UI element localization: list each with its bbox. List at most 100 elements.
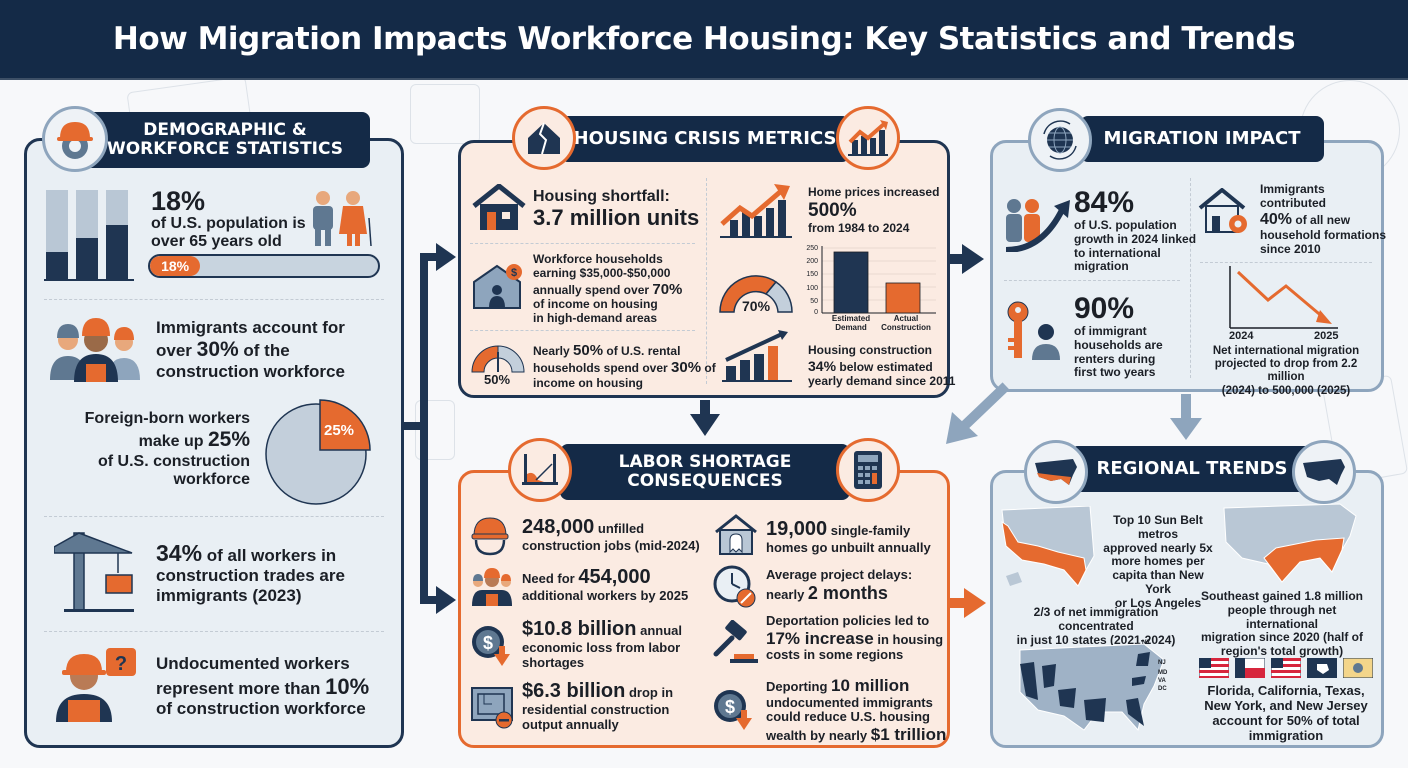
- price-increase-chart-icon: [720, 182, 792, 238]
- house-family-dollar-icon: $: [472, 262, 526, 310]
- us-flag-icon: [1199, 658, 1229, 678]
- key-person-icon: [1004, 296, 1066, 362]
- crane-icon: [53, 527, 134, 615]
- svg-text:150: 150: [806, 271, 818, 278]
- page-title: How Migration Impacts Workforce Housing:…: [112, 21, 1296, 57]
- connector-line: [420, 253, 440, 261]
- globe-icon: [1028, 108, 1092, 172]
- projection-x-end: 2025: [1314, 330, 1339, 342]
- divider: [1190, 178, 1191, 378]
- hardhat-icon: [470, 514, 510, 556]
- divider: [470, 330, 695, 331]
- svg-text:0: 0: [814, 309, 818, 314]
- divider: [44, 516, 384, 517]
- arrow-diagonal-icon: [944, 382, 1014, 446]
- background-blueprint-decoration: [410, 84, 480, 144]
- svg-text:100: 100: [806, 285, 818, 292]
- regional-trends-title: REGIONAL TRENDS: [1070, 446, 1314, 492]
- project-delays-stat: Average project delays: nearly 2 months: [766, 567, 913, 603]
- renters-text: of immigrant households are renters duri…: [1074, 324, 1163, 380]
- ten-states-map: NY NJ MD VA DC: [1014, 640, 1174, 738]
- workers-group-icon: [470, 566, 514, 606]
- workers-needed-stat: Need for 454,000 additional workers by 2…: [522, 566, 689, 603]
- workforce-spending-stat: Workforce households earning $35,000-$50…: [533, 252, 683, 325]
- construction-gap-stat: Housing construction 34% below estimated…: [808, 343, 956, 388]
- population-growth-value: 84%: [1074, 186, 1135, 219]
- arrow-right-icon: [436, 586, 456, 614]
- sunbelt-map: [998, 505, 1098, 594]
- population-growth-text: of U.S. population growth in 2024 linked…: [1074, 218, 1197, 274]
- svg-text:$: $: [511, 267, 517, 279]
- sunbelt-stat: Top 10 Sun Belt metros approved nearly 5…: [1103, 513, 1213, 610]
- elderly-couple-icon: [305, 188, 375, 248]
- over65-progress-bar: 18%: [148, 254, 380, 278]
- dollar-down-icon: $: [470, 622, 514, 668]
- calculator-icon: [836, 438, 900, 502]
- southeast-map: [1220, 502, 1360, 586]
- arrow-right-icon: [436, 243, 456, 271]
- housing-shortfall-value: 3.7 million units: [533, 205, 700, 230]
- deportation-costs-stat: Deportation policies led to 17% increase…: [766, 613, 944, 663]
- connector-line: [404, 422, 426, 430]
- divider: [706, 178, 707, 384]
- texas-flag-icon: [1235, 658, 1265, 678]
- migration-decline-chart: [1228, 266, 1358, 330]
- stat-over65-text: of U.S. population is over 65 years old: [151, 215, 306, 251]
- map-label-dc: DC: [1158, 686, 1167, 692]
- dollar-down-icon: $: [712, 686, 756, 732]
- us-flag-icon: [1271, 658, 1301, 678]
- svg-text:250: 250: [806, 245, 818, 252]
- arrow-right-icon: [962, 244, 984, 274]
- demand-vs-construction-chart: 250 200 150 100 50 0 Estimated Demand Actual …: [804, 244, 938, 336]
- blueprint-minus-icon: [470, 684, 516, 732]
- ghost-house-icon: [714, 514, 758, 556]
- stat-over65-value: 18%: [151, 186, 206, 216]
- map-label-va: VA: [1158, 678, 1166, 684]
- over65-progress-fill: 18%: [150, 256, 201, 276]
- new-jersey-flag-icon: [1343, 658, 1373, 678]
- housing-wealth-stat: Deporting 10 million undocumented immigr…: [766, 676, 947, 745]
- bar-label-actual-construction: Actual Construction: [881, 314, 931, 332]
- unbuilt-homes-stat: 19,000 single-family homes go unbuilt an…: [766, 518, 931, 555]
- projection-x-start: 2024: [1229, 330, 1254, 342]
- hardhat-gear-icon: [42, 106, 108, 172]
- map-label-md: MD: [1158, 670, 1168, 676]
- migration-impact-title: MIGRATION IMPACT: [1080, 116, 1324, 162]
- svg-text:?: ?: [115, 653, 127, 675]
- arrow-down-icon: [1170, 394, 1202, 442]
- svg-text:$: $: [725, 697, 735, 717]
- home-prices-stat: Home prices increased 500% from 1984 to …: [808, 185, 940, 235]
- housing-crisis-title: HOUSING CRISIS METRICS: [560, 116, 850, 162]
- stat-undocumented: Undocumented workers represent more than…: [156, 654, 370, 718]
- construction-output-stat: $6.3 billion drop in residential constru…: [522, 680, 674, 732]
- divider: [470, 243, 695, 244]
- arrow-right-icon: [950, 588, 988, 618]
- map-label-ny: NY: [1142, 640, 1151, 646]
- rental-burden-stat: Nearly 50% of U.S. rental households spe…: [533, 342, 716, 390]
- connector-line: [420, 596, 440, 604]
- construction-workers-icon: [48, 314, 144, 382]
- demographic-title: DEMOGRAPHIC & WORKFORCE STATISTICS: [80, 112, 370, 168]
- economic-loss-stat: $10.8 billion annual economic loss from …: [522, 618, 682, 670]
- concentration-stat: 2/3 of net immigration concentrated in j…: [1016, 605, 1176, 647]
- housing-shortfall-label: Housing shortfall:: [533, 188, 670, 205]
- stat-construction-trades: 34% of all workers in construction trade…: [156, 540, 345, 605]
- connector-line: [950, 254, 964, 264]
- renters-value: 90%: [1074, 292, 1135, 325]
- growth-bars-arrow-icon: [722, 330, 792, 382]
- rising-chart-icon: [836, 106, 900, 170]
- svg-text:50: 50: [810, 298, 818, 305]
- southeast-stat: Southeast gained 1.8 million people thro…: [1200, 589, 1364, 659]
- texas-shape-flag-icon: [1307, 658, 1337, 678]
- worker-question-icon: ?: [54, 646, 144, 722]
- svg-text:200: 200: [806, 258, 818, 265]
- bar-chart-icon: [44, 190, 134, 282]
- stat-foreign-born: Foreign-born workers make up 25% of U.S.…: [84, 410, 250, 488]
- panel-labor-shortage: [458, 470, 950, 748]
- state-flags: [1196, 658, 1376, 680]
- gauge-50-icon: 50%: [468, 340, 528, 388]
- us-map-icon: [1292, 440, 1356, 504]
- projection-text: Net international migration projected to…: [1212, 345, 1360, 397]
- house-gear-icon: [1198, 187, 1252, 236]
- divider: [44, 299, 384, 300]
